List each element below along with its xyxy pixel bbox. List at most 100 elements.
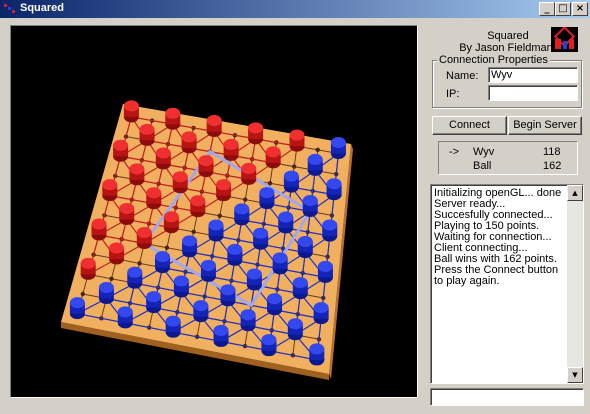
piece-top [330, 136, 346, 148]
grid-node [80, 291, 86, 297]
piece-top [127, 266, 143, 278]
maximize-button[interactable]: □ [555, 2, 571, 16]
piece-top [173, 275, 189, 287]
piece-top [165, 315, 181, 327]
piece-top [198, 155, 214, 167]
piece-body [109, 247, 125, 259]
piece-top [223, 138, 239, 150]
score-row: -> Wyv 118 [439, 146, 579, 160]
squared-logo-icon [551, 27, 578, 52]
piece-top [246, 268, 262, 280]
piece-top [91, 218, 107, 230]
chat-input[interactable] [430, 388, 584, 406]
player-score: 118 [543, 146, 561, 158]
piece-top [241, 162, 257, 174]
piece-top [240, 309, 256, 321]
log-text: Initializing openGL... done Server ready.… [434, 188, 568, 287]
connection-line [268, 350, 317, 361]
piece-top [123, 100, 139, 112]
connection-line [189, 251, 235, 261]
piece-top [155, 147, 171, 159]
scroll-down-button[interactable]: ▼ [567, 367, 583, 383]
title-bar: Squared _ □ × [0, 0, 590, 18]
grid-node [243, 197, 248, 202]
piece-top [163, 211, 179, 223]
piece-top [289, 129, 305, 141]
piece-top [287, 318, 303, 330]
piece-body [317, 266, 333, 278]
piece-top [206, 115, 222, 127]
connect-button[interactable]: Connect [432, 116, 507, 135]
piece-body [181, 136, 197, 148]
piece-top [278, 211, 294, 223]
ip-input[interactable] [488, 85, 578, 101]
about-author: By Jason Fieldman [459, 42, 553, 54]
piece-top [309, 343, 325, 355]
connection-line [274, 309, 322, 320]
piece-top [322, 219, 338, 231]
piece-top [216, 179, 232, 191]
piece-top [136, 226, 152, 238]
player-score: 162 [543, 160, 562, 172]
grid-node [191, 229, 196, 235]
grid-node [217, 213, 222, 219]
piece-top [248, 122, 264, 134]
piece-top [172, 171, 188, 183]
piece-top [165, 107, 181, 119]
piece-top [297, 236, 313, 248]
piece-top [267, 293, 283, 305]
piece-body [227, 249, 243, 261]
connection-line [234, 259, 281, 270]
game-board[interactable] [11, 26, 417, 397]
piece-top [326, 178, 342, 190]
connection-line [77, 313, 126, 324]
connection-line [200, 316, 249, 327]
piece-top [109, 242, 125, 254]
piece-body [113, 145, 129, 157]
piece-top [190, 195, 206, 207]
board-edge [61, 322, 329, 380]
piece-top [234, 203, 250, 215]
connection-line [106, 297, 154, 309]
ip-label: IP: [446, 88, 460, 100]
piece-top [317, 260, 333, 272]
score-row: Ball 162 [439, 160, 579, 174]
piece-top [182, 235, 198, 247]
piece-top [208, 219, 224, 231]
name-input[interactable]: Wyv [488, 67, 578, 83]
log-line: Initializing openGL... done [434, 187, 562, 199]
piece-top [181, 131, 197, 143]
app-icon [4, 4, 15, 13]
connection-line [153, 306, 201, 318]
grid-node [164, 245, 170, 250]
piece-top [129, 163, 145, 175]
begin-server-button[interactable]: Begin Server [508, 116, 582, 135]
grid-node [315, 147, 320, 153]
log-line: Client connecting... [434, 242, 528, 254]
name-label: Name: [446, 70, 479, 82]
minimize-button[interactable]: _ [539, 2, 555, 16]
connection-properties-label: Connection Properties [437, 54, 550, 66]
piece-body [241, 168, 257, 180]
piece-top [220, 284, 236, 296]
piece-top [272, 252, 288, 264]
log-scrollbar[interactable]: ▲ ▼ [567, 185, 583, 383]
piece-top [227, 243, 243, 255]
turn-indicator: -> [449, 146, 460, 158]
message-log[interactable]: Initializing openGL... done Server ready.… [430, 184, 584, 384]
piece-top [292, 277, 308, 289]
piece-top [313, 302, 329, 314]
about-title: Squared [487, 30, 529, 42]
piece-body [261, 339, 277, 351]
game-viewport[interactable] [10, 25, 418, 398]
piece-top [283, 170, 299, 182]
piece-top [69, 297, 85, 309]
piece-top [213, 324, 229, 336]
close-button[interactable]: × [572, 2, 588, 16]
window-title: Squared [20, 2, 65, 14]
piece-top [102, 179, 118, 191]
piece-top [193, 300, 209, 312]
scroll-up-button[interactable]: ▲ [567, 185, 583, 201]
piece-top [146, 187, 162, 199]
grid-node [109, 276, 114, 281]
